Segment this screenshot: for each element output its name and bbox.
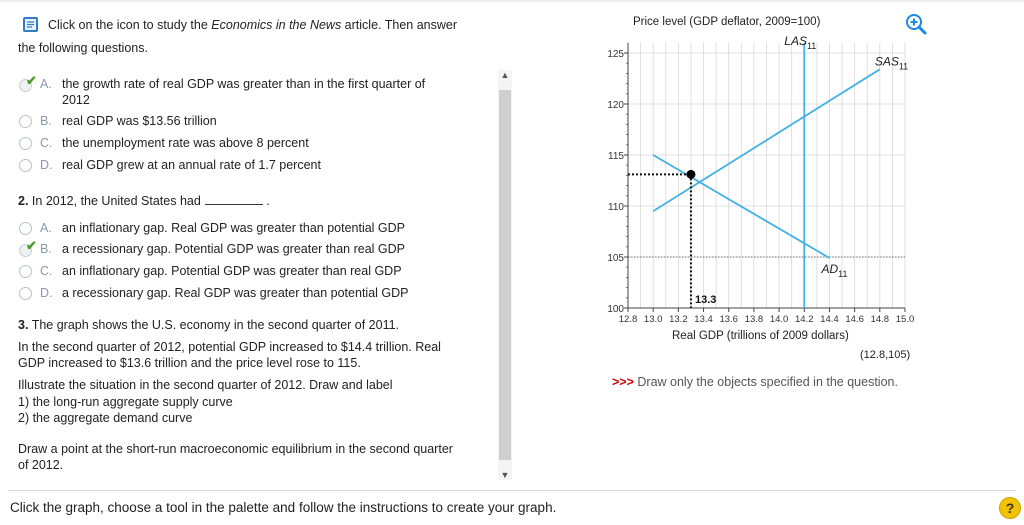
q3-para1-line-1: In the second quarter of 2012, potential… bbox=[18, 340, 441, 354]
q3-para2-line-2: 1) the long-run aggregate supply curve bbox=[18, 395, 233, 409]
axis-ticks: 12.8 13.0 13.2 13.4 13.6 13.8 14.0 14.2 14.4 14.6… bbox=[607, 42, 915, 325]
q1-option-b-text[interactable]: real GDP was $13.56 trillion bbox=[62, 114, 217, 128]
intro-line-2: the following questions. bbox=[18, 41, 148, 55]
x-tick-label: 14.2 bbox=[795, 314, 814, 325]
q1-option-c-radio[interactable] bbox=[19, 137, 32, 150]
q3-para1-line-2: GDP increased to $13.6 trillion and the … bbox=[18, 356, 361, 370]
scroll-thumb[interactable] bbox=[499, 90, 511, 460]
x-tick-label: 14.4 bbox=[820, 314, 839, 325]
q2-option-d-letter: D. bbox=[40, 286, 53, 300]
q1-option-a-text-2[interactable]: 2012 bbox=[62, 93, 90, 107]
y-tick-label: 125 bbox=[607, 49, 624, 60]
q3-para2-line-1: Illustrate the situation in the second q… bbox=[18, 378, 393, 392]
x-tick-label: 13.6 bbox=[719, 314, 738, 325]
divider bbox=[0, 0, 1024, 2]
q2-option-c-radio[interactable] bbox=[19, 265, 32, 278]
help-button[interactable]: ? bbox=[999, 497, 1021, 519]
x-axis-title: Real GDP (trillions of 2009 dollars) bbox=[672, 330, 849, 342]
equilibrium-point bbox=[686, 169, 696, 179]
q3-para3-line-1: Draw a point at the short-run macroecono… bbox=[18, 442, 453, 456]
q1-option-a-radio[interactable] bbox=[19, 79, 32, 92]
y-tick-label: 110 bbox=[608, 202, 624, 213]
q1-option-c-text[interactable]: the unemployment rate was above 8 percen… bbox=[62, 136, 309, 150]
q2-option-b-letter: B. bbox=[40, 242, 52, 256]
x-tick-label: 14.8 bbox=[871, 314, 890, 325]
q2-option-d-radio[interactable] bbox=[19, 287, 32, 300]
y-axis-title: Price level (GDP deflator, 2009=100) bbox=[633, 16, 821, 28]
q2-prompt: 2. In 2012, the United States had . bbox=[18, 193, 270, 208]
intro-line-1: Click on the icon to study the Economics… bbox=[48, 18, 457, 32]
q1-option-b-letter: B. bbox=[40, 114, 52, 128]
y-tick-label: 100 bbox=[607, 304, 624, 315]
q2-answer-blank[interactable] bbox=[204, 193, 263, 205]
q3-line-1: 3. The graph shows the U.S. economy in t… bbox=[18, 318, 400, 332]
x-tick-label: 12.8 bbox=[619, 314, 638, 325]
q2-option-d-text[interactable]: a recessionary gap. Real GDP was greater… bbox=[62, 286, 409, 300]
x-tick-label: 15.0 bbox=[896, 314, 915, 325]
x-tick-label: 13.4 bbox=[694, 314, 713, 325]
q2-option-c-text[interactable]: an inflationary gap. Potential GDP was g… bbox=[62, 264, 402, 278]
x-tick-label: 13.0 bbox=[644, 314, 663, 325]
y-tick-label: 120 bbox=[607, 100, 624, 111]
check-icon: ✔ bbox=[26, 238, 37, 253]
q2-option-a-text[interactable]: an inflationary gap. Real GDP was greate… bbox=[62, 221, 406, 235]
q1-option-a-text[interactable]: the growth rate of real GDP was greater … bbox=[62, 77, 426, 91]
equilibrium-x-label: 13.3 bbox=[695, 294, 716, 306]
graph-canvas[interactable]: 12.8 13.0 13.2 13.4 13.6 13.8 14.0 14.2 14.4 14.6… bbox=[590, 30, 920, 330]
scroll-down-arrow[interactable]: ▼ bbox=[500, 470, 510, 480]
ad-label: AD11 bbox=[820, 262, 847, 279]
q1-option-d-text[interactable]: real GDP grew at an annual rate of 1.7 p… bbox=[62, 158, 321, 172]
q1-option-d-letter: D. bbox=[40, 158, 53, 172]
divider bbox=[8, 490, 1016, 491]
scroll-up-arrow[interactable]: ▲ bbox=[500, 70, 510, 80]
y-tick-label: 105 bbox=[607, 253, 624, 264]
sas-label: SAS11 bbox=[875, 54, 908, 71]
footer-instructions: Click the graph, choose a tool in the pa… bbox=[10, 500, 557, 515]
grid bbox=[627, 42, 906, 308]
zoom-in-icon[interactable] bbox=[905, 13, 927, 35]
q1-option-b-radio[interactable] bbox=[19, 115, 32, 128]
las-label: LAS11 bbox=[784, 34, 816, 51]
check-icon: ✔ bbox=[26, 73, 37, 88]
x-tick-label: 14.0 bbox=[770, 314, 789, 325]
q3-para3-line-2: of 2012. bbox=[18, 458, 64, 472]
x-tick-label: 13.8 bbox=[745, 314, 764, 325]
q2-option-c-letter: C. bbox=[40, 264, 53, 278]
q2-option-b-text[interactable]: a recessionary gap. Potential GDP was gr… bbox=[62, 242, 405, 256]
x-tick-label: 13.2 bbox=[669, 314, 688, 325]
curves: LAS11 SAS11 AD11 13.3 bbox=[628, 34, 908, 308]
coordinate-readout: (12.8,105) bbox=[860, 349, 911, 361]
book-icon[interactable] bbox=[22, 16, 39, 33]
q1-option-c-letter: C. bbox=[40, 136, 53, 150]
q1-option-a-letter: A. bbox=[40, 77, 52, 91]
scrollbar[interactable]: ▲ ▼ bbox=[498, 70, 512, 480]
ad-curve bbox=[652, 154, 830, 259]
q2-option-b-radio[interactable] bbox=[19, 244, 32, 257]
q1-option-d-radio[interactable] bbox=[19, 159, 32, 172]
x-tick-label: 14.6 bbox=[845, 314, 864, 325]
q2-option-a-letter: A. bbox=[40, 221, 52, 235]
q2-option-a-radio[interactable] bbox=[19, 222, 32, 235]
q3-para2-line-3: 2) the aggregate demand curve bbox=[18, 411, 193, 425]
y-tick-label: 115 bbox=[608, 151, 624, 162]
graph-instruction: >>> Draw only the objects specified in t… bbox=[612, 375, 898, 389]
